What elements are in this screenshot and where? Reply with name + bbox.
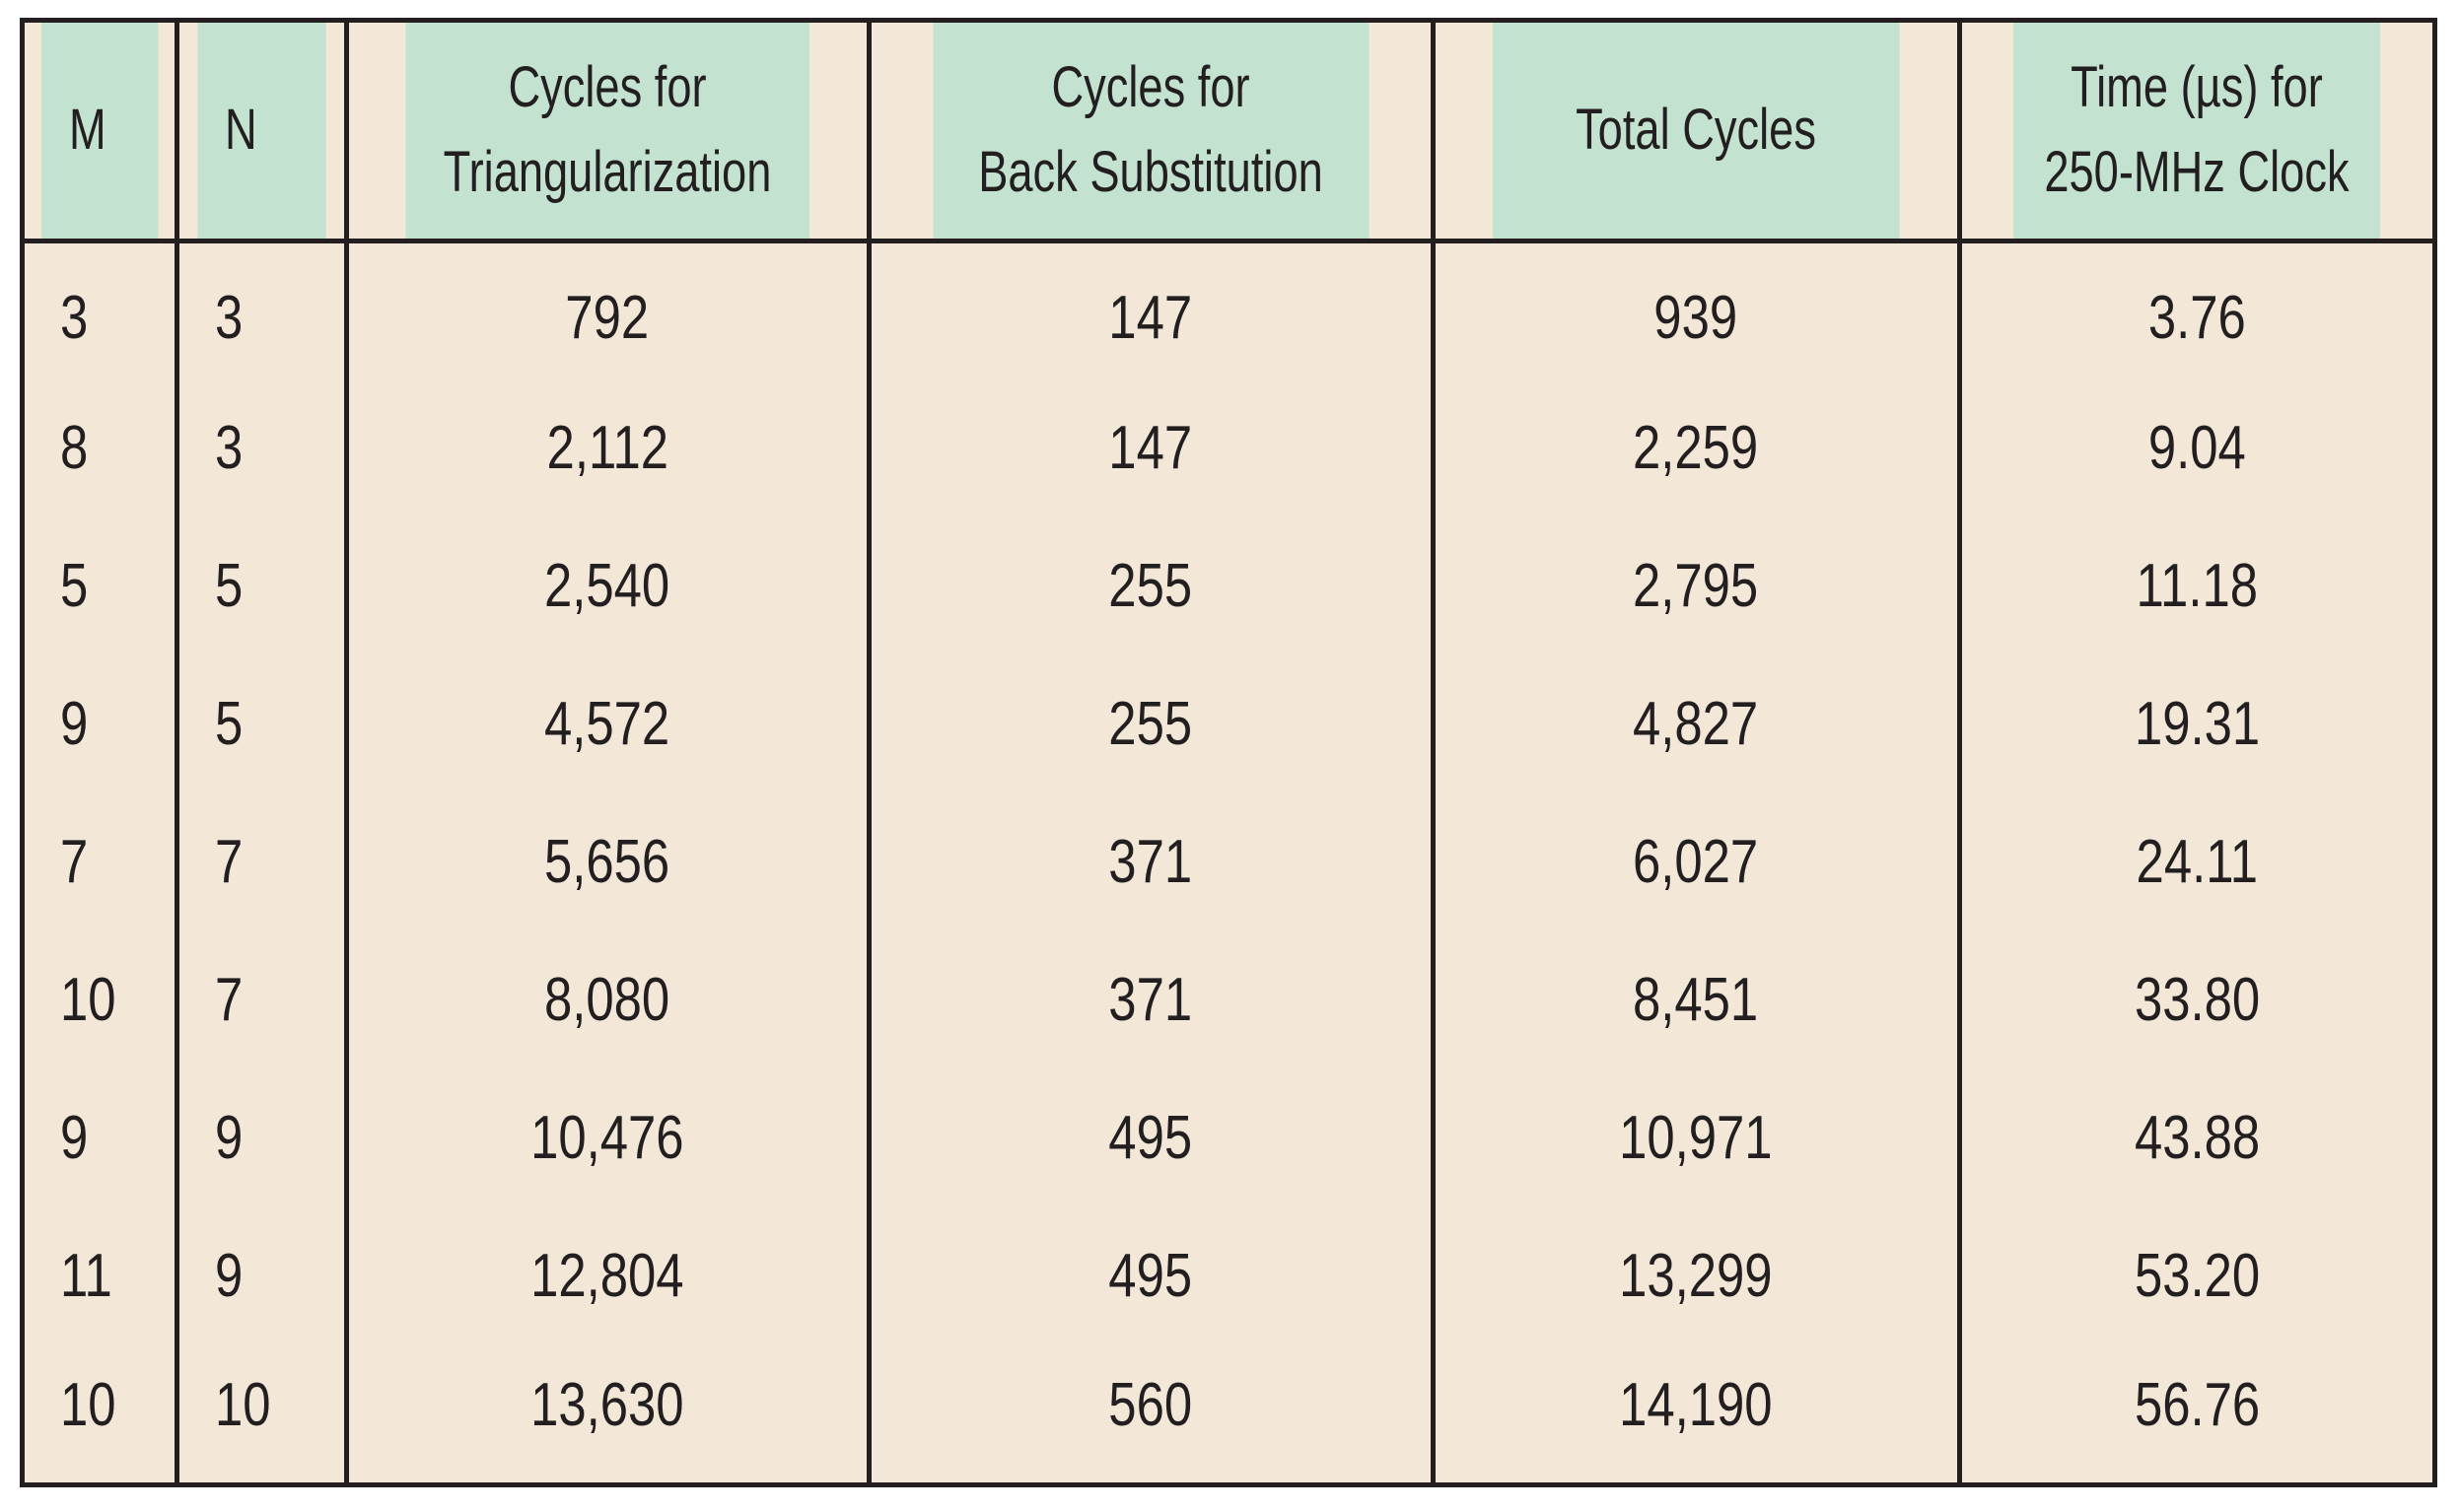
cell-total-cycles: 10,971: [1433, 1068, 1962, 1206]
cell-back-substitution-cycles: 560: [869, 1344, 1436, 1482]
cell-total-cycles: 14,190: [1433, 1344, 1962, 1482]
header-triangularization-cycles: Cycles for Triangularization: [403, 23, 813, 243]
data-table: M N Cycles for Triangularization Cycles …: [25, 23, 2432, 1482]
table-row: 3 3 792 147 939 3.76: [25, 241, 2432, 378]
header-time: Time (µs) for 250-MHz Clock: [2010, 23, 2381, 243]
cell-n: 9: [176, 1206, 349, 1344]
cell-back-substitution-cycles: 371: [869, 930, 1436, 1068]
cell-triangularization-cycles: 10,476: [346, 1068, 872, 1206]
cell-n: 9: [176, 1068, 349, 1206]
cell-total-cycles: 2,795: [1433, 516, 1962, 654]
cell-m: 11: [25, 1206, 179, 1344]
cycle-count-table: M N Cycles for Triangularization Cycles …: [20, 18, 2437, 1487]
cell-n: 3: [176, 378, 349, 516]
table-row: 7 7 5,656 371 6,027 24.11: [25, 792, 2432, 930]
cell-n: 10: [176, 1344, 349, 1482]
header-total-cycles: Total Cycles: [1490, 23, 1904, 243]
cell-time: 3.76: [2147, 283, 2246, 352]
cell-n: 7: [176, 792, 349, 930]
cell-triangularization-cycles: 8,080: [346, 930, 872, 1068]
cell-m: 10: [25, 930, 179, 1068]
table-body: 3 3 792 147 939 3.76 8 3 2,112 147 2,259 9.04 5 5 2,54…: [25, 241, 2432, 1482]
table-row: 9 9 10,476 495 10,971 43.88: [25, 1068, 2432, 1206]
table-row: 5 5 2,540 255 2,795 11.18: [25, 516, 2432, 654]
cell-m: 5: [25, 516, 179, 654]
cell-triangularization-cycles: 4,572: [346, 654, 872, 792]
cell-time: 53.20: [2134, 1241, 2260, 1310]
cell-total-cycles: 939: [1433, 241, 1962, 378]
cell-total-cycles: 6,027: [1433, 792, 1962, 930]
cell-back-substitution-cycles: 255: [869, 654, 1436, 792]
cell-time: 11.18: [2136, 551, 2258, 620]
cell-back-substitution-cycles: 255: [869, 516, 1436, 654]
header-row: M N Cycles for Triangularization Cycles …: [25, 23, 2432, 243]
cell-n: 7: [176, 930, 349, 1068]
cell-total-cycles: 13,299: [1433, 1206, 1962, 1344]
cell-m: 9: [25, 654, 179, 792]
cell-back-substitution-cycles: 495: [869, 1068, 1436, 1206]
cell-n: 5: [176, 516, 349, 654]
cell-back-substitution-cycles: 495: [869, 1206, 1436, 1344]
cell-time: 19.31: [2134, 689, 2260, 758]
cell-time: 43.88: [2134, 1103, 2260, 1172]
cell-triangularization-cycles: 5,656: [346, 792, 872, 930]
header-n: N: [194, 23, 330, 243]
cell-time: 33.80: [2134, 965, 2260, 1034]
cell-triangularization-cycles: 792: [346, 241, 872, 378]
header-back-substitution-cycles: Cycles for Back Substitution: [930, 23, 1373, 243]
cell-m: 10: [25, 1344, 179, 1482]
cell-back-substitution-cycles: 147: [869, 378, 1436, 516]
cell-back-substitution-cycles: 147: [869, 241, 1436, 378]
cell-time: 24.11: [2136, 827, 2258, 896]
table-row: 8 3 2,112 147 2,259 9.04: [25, 378, 2432, 516]
header-m: M: [40, 23, 163, 243]
cell-m: 3: [25, 241, 179, 378]
table-row: 11 9 12,804 495 13,299 53.20: [25, 1206, 2432, 1344]
cell-time: 56.76: [2134, 1370, 2260, 1439]
cell-n: 3: [176, 241, 349, 378]
table-row: 10 7 8,080 371 8,451 33.80: [25, 930, 2432, 1068]
cell-time: 9.04: [2147, 413, 2246, 482]
cell-back-substitution-cycles: 371: [869, 792, 1436, 930]
cell-total-cycles: 4,827: [1433, 654, 1962, 792]
cell-triangularization-cycles: 2,112: [346, 378, 872, 516]
cell-n: 5: [176, 654, 349, 792]
cell-total-cycles: 2,259: [1433, 378, 1962, 516]
cell-m: 9: [25, 1068, 179, 1206]
cell-triangularization-cycles: 13,630: [346, 1344, 872, 1482]
cell-m: 7: [25, 792, 179, 930]
table-row: 9 5 4,572 255 4,827 19.31: [25, 654, 2432, 792]
table-row: 10 10 13,630 560 14,190 56.76: [25, 1344, 2432, 1482]
cell-triangularization-cycles: 12,804: [346, 1206, 872, 1344]
cell-m: 8: [25, 378, 179, 516]
cell-total-cycles: 8,451: [1433, 930, 1962, 1068]
cell-triangularization-cycles: 2,540: [346, 516, 872, 654]
